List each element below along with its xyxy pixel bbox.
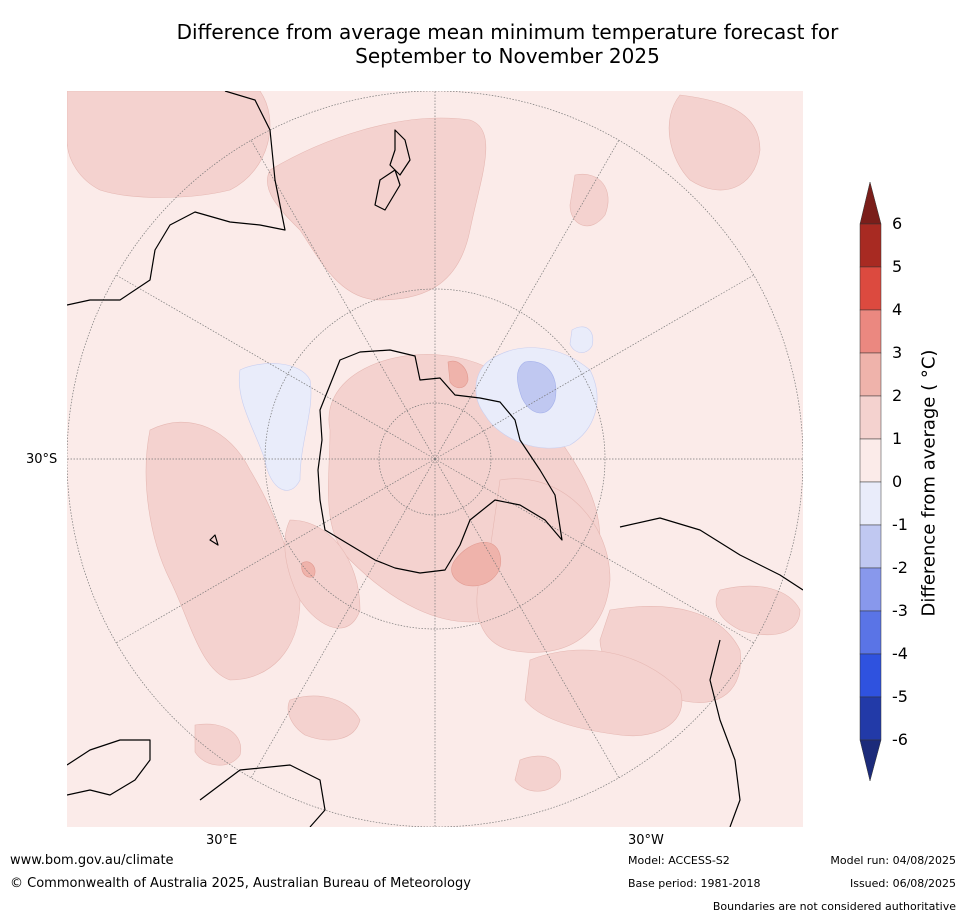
graticule [67,91,803,827]
anomaly-region-southeast-pacific [524,649,683,737]
anomaly-region-south-pacific [476,478,611,653]
colorbar-tick-label: -3 [892,601,908,620]
colorbar [859,181,882,782]
meridian-30w [434,458,620,779]
anomaly-region-south-indian [287,695,361,741]
longitude-label-30w: 30°W [628,833,664,848]
colorbar-tick-label: 1 [892,429,903,448]
colorbar-tick-label: -4 [892,644,908,663]
colorbar-under-arrow [859,739,882,782]
longitude-label-30e: 30°E [206,833,238,848]
colorbar-segment-5-6 [859,223,882,268]
footer-issued: Issued: 06/08/2025 [849,877,956,890]
meridian-30e [250,458,436,779]
meridian-60e [115,458,436,644]
coastline-new-zealand-south [374,169,401,211]
footer-disclaimer: Boundaries are not considered authoritat… [712,900,956,913]
map-title-line1: Difference from average mean minimum tem… [176,20,839,44]
footer-model-run: Model run: 04/08/2025 [830,854,956,867]
colorbar-tick-label: 4 [892,300,903,319]
footer-model: Model: ACCESS-S2 [628,854,730,867]
colorbar-tick-label: 2 [892,386,903,405]
coastline-south-america [619,517,803,591]
colorbar-segment-2-3 [859,352,882,397]
anomaly-region-north-pacific [668,94,761,191]
anomaly-region-2-3-amundsen [451,541,502,587]
anomaly-region-northeast-small [569,173,609,227]
colorbar-segment-m2-m1 [859,524,882,569]
latitude-circle-60s [264,288,606,630]
colorbar-segment-m5-m4 [859,653,882,698]
coastline-australia [67,91,286,306]
latitude-label-30s: 30°S [26,452,58,467]
coastlines [67,91,803,827]
anomaly-negative-regions [238,326,598,491]
anomaly-region-neg-east-antarctic [238,363,312,491]
colorbar-tick-label: 0 [892,472,903,491]
meridian-120e [115,274,436,460]
colorbar-tick-label: 5 [892,257,903,276]
colorbar-title: Difference from average ( °C) [918,349,940,617]
colorbar-over-arrow [859,181,882,225]
coastline-antarctica [317,349,563,574]
anomaly-region-east-atlantic [715,585,801,636]
meridian-150e [250,139,436,460]
colorbar-segment-m6-m5 [859,696,882,741]
colorbar-segment-m4-m3 [859,610,882,655]
colorbar-tick-label: 3 [892,343,903,362]
footer-copyright: © Commonwealth of Australia 2025, Austra… [10,876,471,891]
anomaly-region-2-3-indian [301,561,316,578]
colorbar-tick-label: -5 [892,687,908,706]
anomaly-region-southwest [194,723,242,766]
colorbar-segment-m1-0 [859,481,882,526]
colorbar-segment-0-1 [859,438,882,483]
map-title-line2: September to November 2025 [355,44,660,68]
anomaly-region-2-3-ross [447,360,469,389]
anomaly-region-tasman [267,117,487,301]
colorbar-segment-4-5 [859,266,882,311]
anomaly-region-south-atlantic [514,755,562,792]
coastline-patagonia [709,639,741,827]
footer-base-period: Base period: 1981-2018 [628,877,761,890]
colorbar-segment-1-2 [859,395,882,440]
anomaly-region-neg-weddell-north [569,326,594,353]
meridian-60w [434,458,755,644]
colorbar-tick-label: -1 [892,515,908,534]
footer-url: www.bom.gov.au/climate [10,853,174,868]
coastline-africa [67,739,151,796]
colorbar-tick-label: 6 [892,214,903,233]
latitude-circle-80s [378,402,492,516]
colorbar-segment-m3-m2 [859,567,882,612]
colorbar-tick-label: -2 [892,558,908,577]
anomaly-region-northwest [67,91,271,198]
anomaly-2-3-regions [301,360,502,587]
anomaly-region-indian-ocean [145,421,301,681]
colorbar-tick-label: -6 [892,730,908,749]
meridian-150w [434,139,620,460]
meridian-120w [434,274,755,460]
coastline-new-zealand-north [389,129,411,176]
coastline-madagascar [209,534,219,546]
coastline-south-africa-east [199,764,326,827]
colorbar-segment-3-4 [859,309,882,354]
anomaly-region-neg-1-2 [517,361,557,414]
map-title: Difference from average mean minimum tem… [60,20,955,68]
